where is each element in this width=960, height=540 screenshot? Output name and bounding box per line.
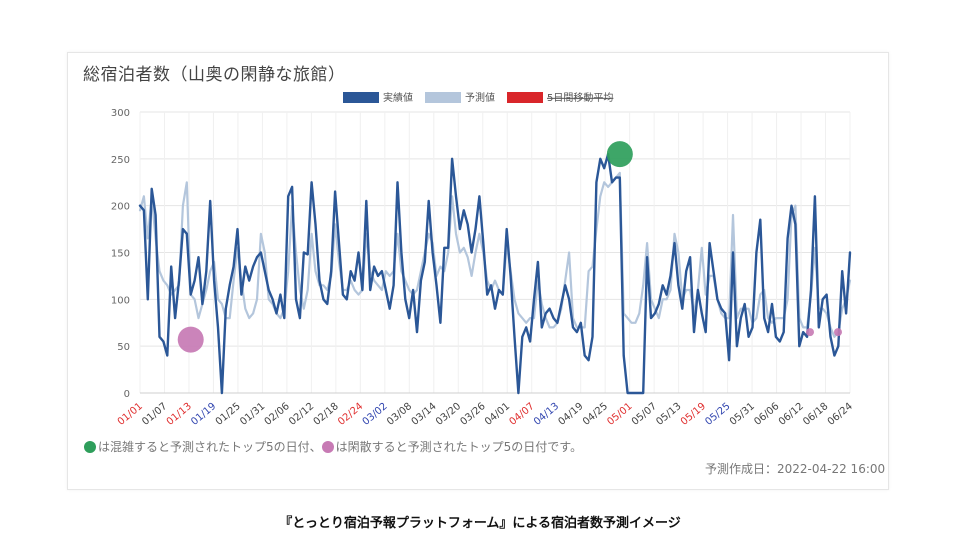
forecast-series-line [138, 171, 852, 338]
x-tick-label: 06/24 [826, 401, 855, 428]
y-tick-label: 0 [124, 389, 130, 400]
x-axis: 01/0101/0701/1301/1901/2501/3102/0602/12… [116, 401, 855, 428]
x-tick-label: 05/25 [703, 401, 732, 428]
caption: 『とっとり宿泊予報プラットフォーム』による宿泊者数予測イメージ [279, 516, 681, 531]
y-tick-label: 300 [111, 108, 130, 119]
congested-text: は混雑すると予測されたトップ5の日付、 [98, 440, 322, 454]
legend-swatch [425, 92, 461, 103]
x-tick-label: 05/07 [630, 401, 659, 428]
x-tick-label: 01/31 [238, 401, 267, 428]
x-tick-label: 04/01 [483, 401, 512, 428]
marker-group [177, 141, 842, 353]
legend-label: 予測値 [465, 91, 495, 104]
x-tick-label: 03/14 [410, 401, 439, 428]
x-tick-label: 02/06 [263, 401, 292, 428]
series-group [138, 153, 852, 395]
y-tick-label: 250 [111, 155, 130, 166]
footnote: は混雑すると予測されたトップ5の日付、 は閑散すると予測されたトップ5の日付です… [84, 438, 582, 455]
x-tick-label: 01/07 [140, 401, 169, 428]
quiet-dot-icon [321, 440, 334, 453]
quiet-marker [806, 328, 814, 337]
legend-label: 実績値 [383, 91, 413, 104]
x-tick-label: 01/01 [116, 401, 145, 428]
x-tick-label: 03/02 [361, 401, 390, 428]
legend-label: 5日間移動平均 [547, 91, 613, 104]
y-tick-label: 50 [117, 342, 130, 353]
x-tick-label: 05/01 [605, 401, 634, 428]
legend-swatch [507, 92, 543, 103]
y-tick-label: 150 [111, 249, 130, 260]
x-tick-label: 05/31 [728, 401, 757, 428]
y-tick-label: 100 [111, 295, 130, 306]
y-axis: 300 250 200 150 100 50 0 [111, 108, 130, 400]
legend-swatch [343, 92, 379, 103]
x-tick-label: 03/08 [385, 401, 414, 428]
actual-series-line [138, 153, 852, 395]
quiet-text: は閑散すると予測されたトップ5の日付です。 [335, 440, 583, 454]
x-tick-label: 06/18 [801, 401, 830, 428]
created-date: 予測作成日：2022-04-22 16:00 [705, 462, 886, 476]
x-tick-label: 03/20 [434, 401, 463, 428]
x-tick-label: 04/07 [507, 401, 536, 428]
x-tick-label: 03/26 [459, 401, 488, 428]
x-tick-label: 02/24 [336, 401, 365, 428]
x-tick-label: 01/13 [165, 401, 194, 428]
x-tick-label: 06/06 [752, 401, 781, 428]
x-tick-label: 06/12 [777, 401, 806, 428]
x-tick-label: 04/13 [532, 401, 561, 428]
x-tick-label: 04/19 [556, 401, 585, 428]
grid [139, 111, 851, 394]
x-tick-label: 05/19 [679, 401, 708, 428]
x-tick-label: 02/18 [312, 401, 341, 428]
congested-dot-icon [84, 440, 96, 453]
x-tick-label: 01/19 [189, 401, 218, 428]
x-tick-label: 05/13 [654, 401, 683, 428]
congested-marker [606, 141, 633, 168]
quiet-marker [177, 326, 204, 353]
x-tick-label: 02/12 [287, 401, 316, 428]
x-tick-label: 01/25 [214, 401, 243, 428]
x-tick-label: 04/25 [581, 401, 610, 428]
y-tick-label: 200 [111, 202, 130, 213]
legend[interactable]: 実績値 予測値 5日間移動平均 [343, 91, 613, 104]
quiet-marker [834, 328, 842, 337]
chart-title: 総宿泊者数（山奥の閑静な旅館） [83, 65, 346, 85]
